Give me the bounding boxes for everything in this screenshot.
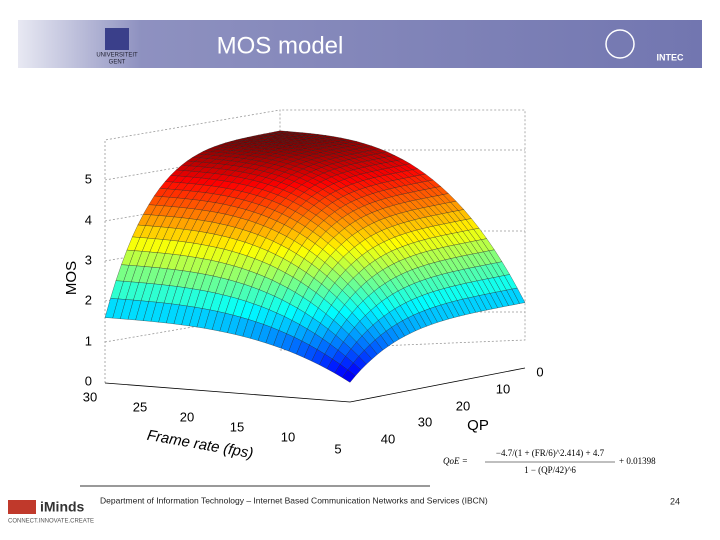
- y-tick-label: 0: [536, 364, 543, 379]
- header-band: [18, 20, 702, 68]
- z-tick-label: 4: [85, 212, 92, 227]
- formula-denominator: 1 − (QP/42)^6: [524, 465, 576, 475]
- z-tick-label: 0: [85, 373, 92, 388]
- x-tick-label: 15: [230, 419, 244, 434]
- ugent-logo: [105, 28, 129, 50]
- y-axis-label: QP: [467, 417, 489, 434]
- y-tick-label: 40: [381, 431, 395, 446]
- z-axis-label: MOS: [63, 261, 80, 295]
- z-tick-label: 1: [85, 333, 92, 348]
- z-tick-label: 2: [85, 292, 92, 307]
- x-tick-label: 25: [133, 399, 147, 414]
- z-tick-label: 3: [85, 252, 92, 267]
- formula-lhs: QoE =: [443, 456, 468, 466]
- slide-title: MOS model: [217, 32, 344, 59]
- plot-front-edges: [104, 367, 526, 403]
- formula-numerator: −4.7/(1 + (FR/6)^2.414) + 4.7: [496, 448, 605, 458]
- x-tick-label: 5: [334, 441, 341, 456]
- y-tick-label: 20: [456, 398, 470, 413]
- page-number: 24: [670, 496, 680, 506]
- iminds-mark: [8, 500, 36, 514]
- logo-text: UNIVERSITEIT: [96, 53, 138, 59]
- intec-logo: INTEC: [657, 52, 685, 62]
- surface: [104, 130, 526, 383]
- z-ticks: 5 4 3 2 1 0: [85, 171, 92, 388]
- x-tick-label: 20: [180, 409, 194, 424]
- sketch-logo: [605, 29, 635, 59]
- y-tick-label: 30: [418, 414, 432, 429]
- surface-cell: [342, 369, 356, 383]
- iminds-sub: CONNECT.INNOVATE.CREATE: [8, 519, 94, 525]
- iminds-logo: iMinds: [40, 499, 85, 515]
- formula: QoE = −4.7/(1 + (FR/6)^2.414) + 4.7 1 − …: [443, 448, 656, 475]
- x-tick-label: 10: [281, 429, 295, 444]
- logo-text: GENT: [109, 60, 126, 66]
- z-tick-label: 5: [85, 171, 92, 186]
- formula-tail: + 0.01398: [619, 456, 656, 466]
- footer-text: Department of Information Technology – I…: [100, 495, 488, 505]
- x-tick-label: 30: [83, 389, 97, 404]
- y-tick-label: 10: [496, 381, 510, 396]
